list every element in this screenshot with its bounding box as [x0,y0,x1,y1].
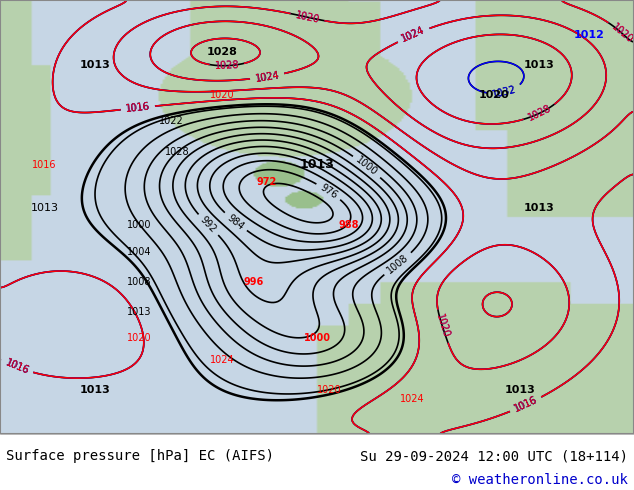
Text: 1000: 1000 [304,333,330,343]
Text: 1013: 1013 [524,203,554,213]
Text: 1022: 1022 [158,117,184,126]
Text: 1016: 1016 [125,101,150,114]
Text: 1016: 1016 [512,395,539,415]
Text: 1032: 1032 [491,84,518,100]
Text: 1020: 1020 [318,385,342,395]
Text: 1016: 1016 [512,395,539,415]
Text: 1024: 1024 [254,70,280,83]
Text: 1024: 1024 [400,25,427,44]
Text: 1013: 1013 [80,60,110,70]
Text: 1013: 1013 [505,385,535,395]
Text: 1016: 1016 [4,357,30,376]
Text: 976: 976 [318,182,339,200]
Text: 1016: 1016 [4,357,30,376]
Text: 1016: 1016 [512,395,539,415]
Text: 1013: 1013 [127,307,152,317]
Text: 1028: 1028 [526,103,553,123]
Text: 1000: 1000 [127,220,152,230]
Text: 1016: 1016 [125,101,150,114]
Text: 984: 984 [225,212,246,232]
Text: 1013: 1013 [299,158,335,172]
Text: 1024: 1024 [254,70,280,83]
Text: 1016: 1016 [4,357,30,376]
Text: 1013: 1013 [80,385,110,395]
Text: 988: 988 [339,220,359,230]
Text: 1024: 1024 [400,394,424,404]
Text: 1000: 1000 [354,155,380,178]
Text: 1012: 1012 [574,30,605,40]
Text: 1020: 1020 [434,313,451,340]
Text: 1020: 1020 [127,333,152,343]
Text: 1020: 1020 [609,22,634,45]
Text: Surface pressure [hPa] EC (AIFS): Surface pressure [hPa] EC (AIFS) [6,449,275,464]
Text: 1013: 1013 [30,203,58,213]
Text: 1024: 1024 [210,355,234,365]
Text: 1008: 1008 [385,252,411,275]
Text: 1028: 1028 [165,147,190,157]
Text: 972: 972 [256,177,276,187]
Text: 1016: 1016 [32,160,56,170]
Text: 1028: 1028 [214,60,240,71]
Text: © weatheronline.co.uk: © weatheronline.co.uk [452,473,628,487]
Text: 1024: 1024 [400,25,427,44]
Text: 992: 992 [198,215,218,235]
Text: 1028: 1028 [207,47,237,57]
Text: 1013: 1013 [524,60,554,70]
Text: Su 29-09-2024 12:00 UTC (18+114): Su 29-09-2024 12:00 UTC (18+114) [359,449,628,464]
Text: 1020: 1020 [609,22,634,45]
Text: 1024: 1024 [254,70,280,83]
Text: 1004: 1004 [127,246,152,257]
Text: 1024: 1024 [400,25,427,44]
Text: 1032: 1032 [491,84,518,100]
Text: 1020: 1020 [294,10,321,24]
Text: 1020: 1020 [294,10,321,24]
Text: 1028: 1028 [526,103,553,123]
Text: 1008: 1008 [127,277,152,287]
Text: 996: 996 [243,277,264,287]
Text: 1020: 1020 [479,90,510,100]
Text: 1028: 1028 [214,60,240,71]
Text: 1020: 1020 [434,313,451,340]
Text: 1016: 1016 [125,101,150,114]
Text: 1020: 1020 [210,90,234,100]
